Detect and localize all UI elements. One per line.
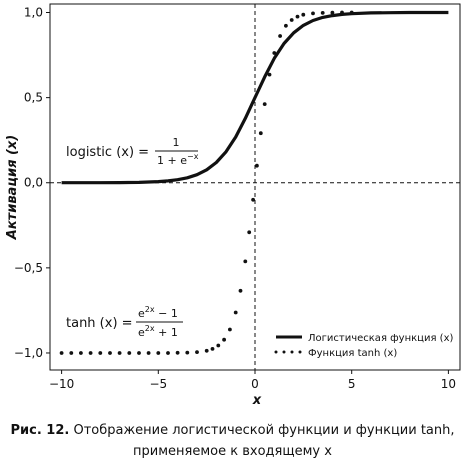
figure-caption: Рис. 12. Отображение логистической функц… xyxy=(0,420,465,462)
tanh-point xyxy=(185,350,190,355)
y-tick-label: −0,5 xyxy=(14,261,43,275)
tanh-point xyxy=(349,10,354,15)
tanh-point xyxy=(79,351,83,355)
tanh-point xyxy=(272,51,277,55)
tanh-point xyxy=(258,131,263,136)
tanh-point xyxy=(98,351,103,355)
tanh-point xyxy=(204,348,209,353)
axis-ticks: −10 −5 0 5 10 −1,0 −0,5 0,0 0,5 1,0 xyxy=(14,6,456,391)
caption-line-1: Рис. 12. Отображение логистической функц… xyxy=(0,420,465,441)
logistic-formula-denominator: 1 + e−x xyxy=(157,152,199,167)
tanh-point xyxy=(216,343,221,348)
tanh-point xyxy=(69,351,74,355)
tanh-point xyxy=(311,11,315,16)
x-axis-title: x xyxy=(252,393,262,408)
tanh-point xyxy=(251,197,256,202)
logistic-formula-numerator: 1 xyxy=(173,136,180,149)
activation-chart: −10 −5 0 5 10 −1,0 −0,5 0,0 0,5 1,0 Активация (x)… xyxy=(5,3,461,408)
tanh-point xyxy=(222,337,227,342)
legend: Логистическая функция (x) Функция tanh (… xyxy=(274,333,453,359)
tanh-point xyxy=(166,351,170,355)
tanh-point xyxy=(247,230,252,235)
tanh-formula-numerator: e2x − 1 xyxy=(138,305,178,320)
tanh-formula-denominator: e2x + 1 xyxy=(138,324,178,339)
tanh-point xyxy=(175,350,180,355)
tanh-point xyxy=(117,351,122,355)
tanh-point xyxy=(228,327,232,332)
tanh-point xyxy=(284,23,288,28)
tanh-point xyxy=(340,10,344,15)
tanh-point xyxy=(88,351,93,355)
logistic-denominator-exp: −x xyxy=(187,152,199,161)
x-tick-label: 10 xyxy=(441,377,456,391)
tanh-point xyxy=(210,347,215,351)
tanh-point xyxy=(255,163,259,168)
tanh-point xyxy=(243,259,248,264)
tanh-point xyxy=(195,350,199,354)
tanh-point xyxy=(156,351,161,355)
tanh-point xyxy=(278,34,282,38)
tanh-point xyxy=(301,12,306,17)
tanh-numerator-base: e xyxy=(138,307,145,320)
tanh-denominator-tail: + 1 xyxy=(155,326,178,339)
y-tick-label: 0,0 xyxy=(24,176,43,190)
y-tick-label: 1,0 xyxy=(24,6,43,20)
caption-label: Рис. 12. xyxy=(10,423,70,438)
logistic-formula: logistic (x) = 1 1 + e−x xyxy=(66,136,199,167)
tanh-formula: tanh (x) = e2x − 1 e2x + 1 xyxy=(66,305,183,339)
logistic-formula-lhs: logistic (x) = xyxy=(66,145,149,160)
x-tick-label: −5 xyxy=(149,377,167,391)
tanh-point xyxy=(59,351,64,355)
legend-tanh-label: Функция tanh (x) xyxy=(308,348,397,359)
tanh-point xyxy=(267,72,272,77)
x-tick-label: −10 xyxy=(49,377,74,391)
x-tick-label: 0 xyxy=(251,377,259,391)
caption-text-1: Отображение логистической функции и функ… xyxy=(69,423,455,438)
tanh-point xyxy=(238,288,243,293)
tanh-point xyxy=(233,310,238,315)
series-layer xyxy=(59,10,449,355)
tanh-point xyxy=(127,351,132,355)
x-tick-label: 5 xyxy=(348,377,356,391)
tanh-numerator-exp: 2x xyxy=(145,305,155,314)
tanh-denominator-base: e xyxy=(138,326,145,339)
tanh-numerator-tail: − 1 xyxy=(155,307,178,320)
y-tick-label: 0,5 xyxy=(24,91,43,105)
tanh-point xyxy=(262,102,267,106)
caption-line-2: применяемое к входящему x xyxy=(133,444,332,459)
y-axis-title: Активация (x) xyxy=(5,135,20,240)
tanh-denominator-exp: 2x xyxy=(145,324,155,333)
tanh-point xyxy=(295,14,300,19)
tanh-point xyxy=(146,351,151,355)
tanh-formula-lhs: tanh (x) = xyxy=(66,316,133,331)
logistic-denominator-base: 1 + e xyxy=(157,154,187,167)
tanh-point xyxy=(289,18,294,22)
legend-logistic-label: Логистическая функция (x) xyxy=(308,333,453,344)
tanh-point xyxy=(320,11,325,15)
tanh-point xyxy=(330,10,335,15)
y-tick-label: −1,0 xyxy=(14,346,43,360)
tanh-point xyxy=(108,351,112,355)
tanh-point xyxy=(137,351,141,355)
